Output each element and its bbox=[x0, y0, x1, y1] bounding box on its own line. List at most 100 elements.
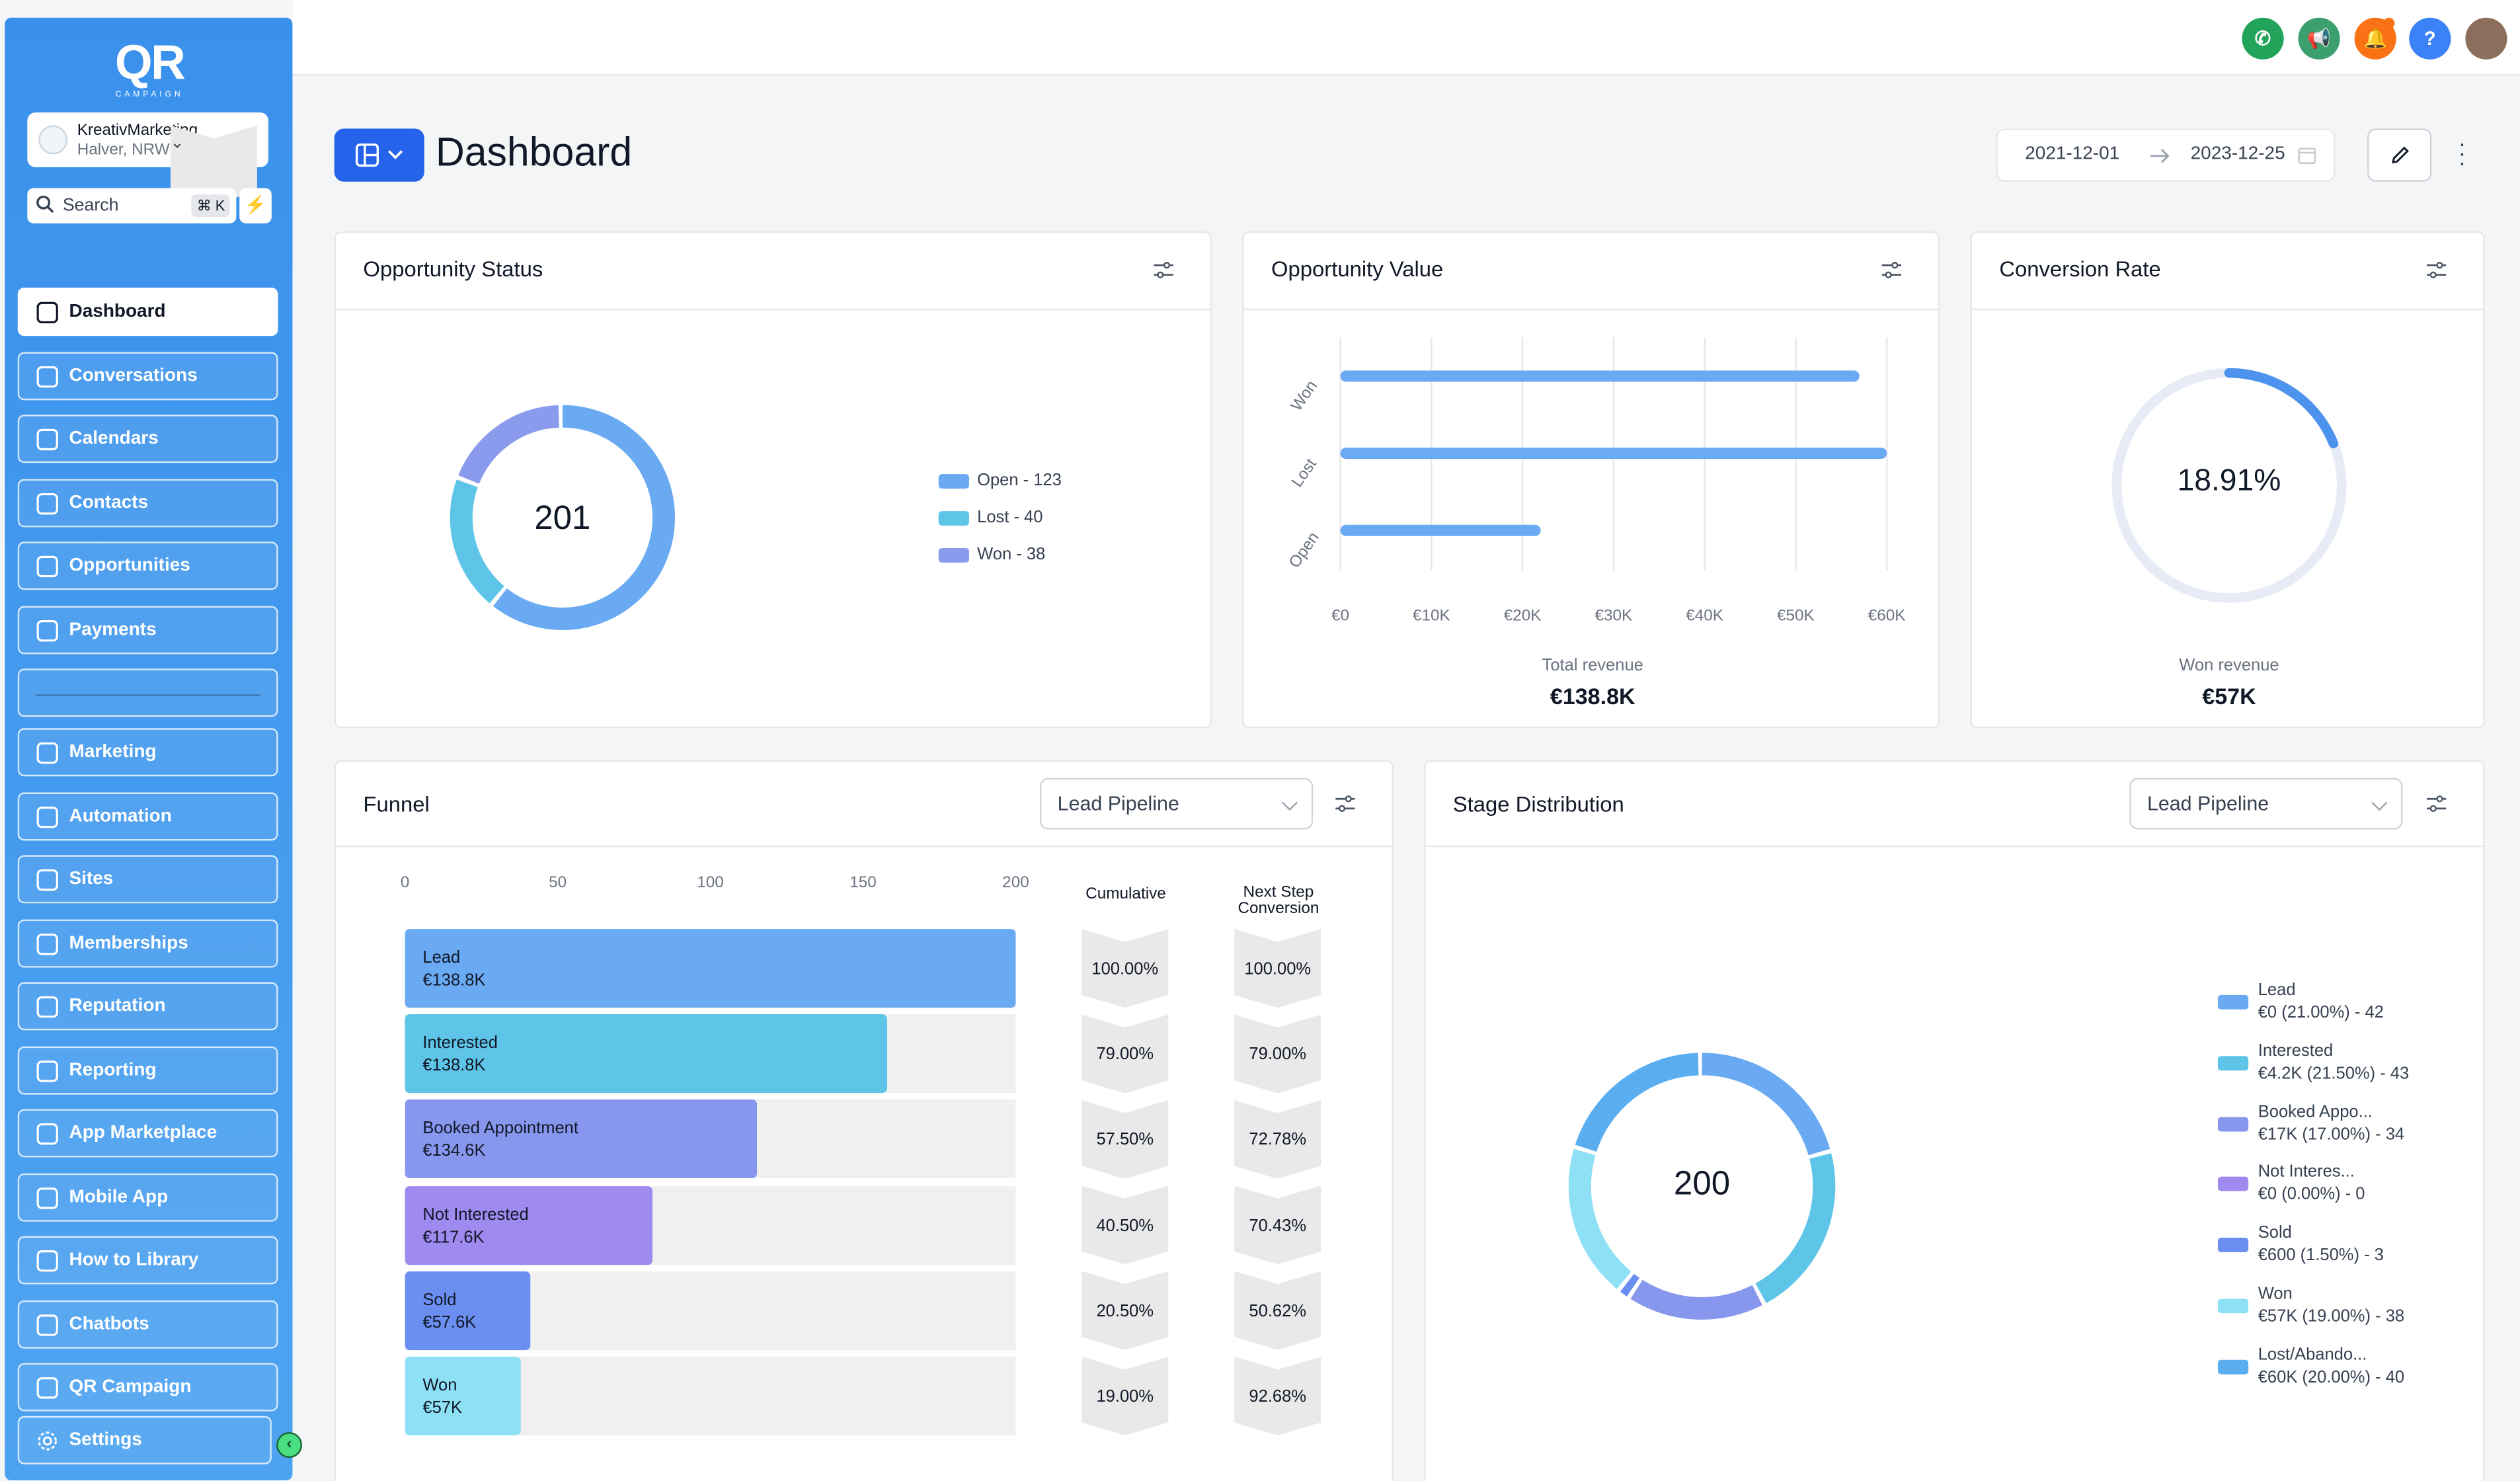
conversion-rate-card: Conversion Rate 18.91% Won revenue €57K bbox=[1970, 231, 2485, 729]
legend-label: Sold bbox=[2258, 1223, 2292, 1243]
funnel-stage-name: Sold bbox=[422, 1290, 457, 1310]
sidebar-item-chatbots[interactable]: Chatbots bbox=[17, 1300, 278, 1349]
conversion-rate-gauge bbox=[2111, 368, 2347, 603]
sidebar-item-automation[interactable]: Automation bbox=[17, 792, 278, 841]
funnel-stage-name: Lead bbox=[422, 948, 461, 968]
conversion-rate-value: 18.91% bbox=[2177, 464, 2281, 499]
date-range-picker[interactable]: 2021-12-01 2023-12-25 bbox=[1996, 128, 2336, 182]
sidebar-item-payments[interactable]: Payments bbox=[17, 606, 278, 655]
legend-swatch bbox=[938, 473, 969, 489]
filter-icon[interactable] bbox=[2425, 259, 2448, 281]
next-step-header-line2: Conversion bbox=[1238, 900, 1319, 918]
funnel-stage-value: €57K bbox=[422, 1398, 463, 1418]
help-button[interactable]: ? bbox=[2409, 17, 2451, 60]
donut-slice-interested bbox=[1568, 1053, 1836, 1320]
filter-icon[interactable] bbox=[2425, 793, 2448, 815]
bar-lost bbox=[1340, 448, 1887, 460]
filter-icon[interactable] bbox=[1152, 259, 1175, 281]
sidebar-item-qr-campaign[interactable]: QR Campaign bbox=[17, 1363, 278, 1412]
sidebar-item-sites[interactable]: Sites bbox=[17, 855, 278, 904]
x-tick-label: €60K bbox=[1868, 606, 1906, 624]
legend-item: Interested €4.2K (21.50%) - 43 bbox=[2217, 1041, 2459, 1090]
sidebar-item-label: Settings bbox=[69, 1430, 142, 1450]
qr-icon bbox=[35, 1376, 59, 1400]
sidebar-item-memberships[interactable]: Memberships bbox=[17, 919, 278, 968]
sidebar-item-label: QR Campaign bbox=[69, 1377, 192, 1397]
legend-item: Won - 38 bbox=[938, 545, 1062, 582]
sidebar-item-app-marketplace[interactable]: App Marketplace bbox=[17, 1109, 278, 1158]
legend-label: Won - 38 bbox=[977, 545, 1046, 565]
card-title: Conversion Rate bbox=[1999, 257, 2161, 282]
legend-swatch bbox=[2217, 1238, 2249, 1253]
filter-icon[interactable] bbox=[1880, 259, 1903, 281]
phone-button[interactable]: ✆ bbox=[2242, 17, 2284, 60]
card-header: Stage Distribution Lead Pipeline bbox=[1425, 762, 2484, 848]
donut-slice-lead bbox=[1568, 1053, 1836, 1320]
edit-dashboard-button[interactable] bbox=[2367, 128, 2432, 182]
card-title: Stage Distribution bbox=[1452, 792, 1624, 817]
sidebar-item-mobile-app[interactable]: Mobile App bbox=[17, 1173, 278, 1222]
legend-label: Open - 123 bbox=[977, 471, 1062, 491]
calendar-icon bbox=[2298, 147, 2316, 164]
funnel-stage-value: €117.6K bbox=[422, 1227, 485, 1247]
sidebar-item-how-to-library[interactable]: How to Library bbox=[17, 1236, 278, 1285]
search-input[interactable]: Search ⌘ K bbox=[27, 188, 237, 223]
x-tick-label: €20K bbox=[1504, 606, 1542, 624]
donut-slice-open bbox=[450, 405, 676, 630]
quick-action-button[interactable]: ⚡ bbox=[239, 188, 272, 223]
sidebar-item-marketing[interactable]: Marketing bbox=[17, 728, 278, 777]
funnel-pipeline-select[interactable]: Lead Pipeline bbox=[1039, 778, 1314, 830]
megaphone-icon: 📢 bbox=[2306, 27, 2332, 50]
gauge-fill bbox=[2111, 368, 2347, 603]
legend-detail: €17K (17.00%) - 34 bbox=[2258, 1124, 2405, 1144]
cumulative-cell: 100.00% bbox=[1082, 929, 1168, 1008]
sidebar-item-settings[interactable]: Settings bbox=[17, 1416, 272, 1464]
bolt-icon: ⚡ bbox=[244, 196, 267, 216]
next-step-cell: 100.00% bbox=[1234, 929, 1321, 1008]
legend-detail: €4.2K (21.50%) - 43 bbox=[2258, 1063, 2410, 1084]
funnel-stage-value: €138.8K bbox=[422, 1056, 486, 1076]
stage-pipeline-select[interactable]: Lead Pipeline bbox=[2129, 778, 2403, 830]
funnel-axis-tick: 200 bbox=[1002, 874, 1029, 893]
more-options-button[interactable]: · · · bbox=[2456, 132, 2468, 173]
chevron-down-icon bbox=[388, 150, 403, 159]
sidebar-item-contacts[interactable]: Contacts bbox=[17, 479, 278, 528]
next-step-value: 92.68% bbox=[1249, 1387, 1307, 1407]
opportunity-status-card: Opportunity Status 201 Open - 123 Lost - … bbox=[334, 231, 1212, 729]
account-avatar-icon bbox=[38, 125, 68, 155]
next-step-cell: 79.00% bbox=[1234, 1014, 1321, 1093]
layout-switch-button[interactable] bbox=[334, 128, 424, 182]
bell-icon: 🔔 bbox=[2363, 27, 2388, 50]
sidebar-item-opportunities[interactable]: Opportunities bbox=[17, 541, 278, 590]
sidebar-item-reputation[interactable]: Reputation bbox=[17, 982, 278, 1031]
account-switcher[interactable]: KreativMarketing Halver, NRW ⌃ ⌄ bbox=[27, 112, 268, 167]
sidebar-item-calendars[interactable]: Calendars bbox=[17, 415, 278, 463]
funnel-bar-booked-appointment bbox=[405, 1100, 756, 1179]
logo[interactable]: QR CAMPAIGN bbox=[108, 38, 191, 112]
star-icon bbox=[35, 995, 59, 1019]
cumulative-cell: 79.00% bbox=[1082, 1014, 1168, 1093]
bell-button[interactable]: 🔔 bbox=[2354, 17, 2396, 60]
filter-icon[interactable] bbox=[1334, 793, 1357, 815]
funnel-bar-interested bbox=[405, 1014, 888, 1094]
notification-dot bbox=[2383, 17, 2395, 29]
sidebar: QR CAMPAIGN KreativMarketing Halver, NRW… bbox=[5, 17, 293, 1481]
opportunity-status-donut bbox=[450, 405, 676, 630]
card-title: Funnel bbox=[363, 792, 430, 817]
megaphone-button[interactable]: 📢 bbox=[2298, 17, 2340, 60]
phone-icon: ✆ bbox=[2254, 27, 2271, 50]
sidebar-item-label: Reputation bbox=[69, 996, 166, 1016]
legend-swatch bbox=[938, 510, 969, 526]
user-avatar[interactable] bbox=[2465, 17, 2507, 60]
account-location: Halver, NRW bbox=[77, 141, 170, 159]
sidebar-item-label: How to Library bbox=[69, 1250, 199, 1270]
grid-icon bbox=[35, 301, 59, 325]
legend-swatch bbox=[2217, 1116, 2249, 1131]
collapse-sidebar-button[interactable]: ‹ bbox=[276, 1432, 303, 1459]
trend-icon bbox=[35, 1059, 59, 1083]
cumulative-value: 57.50% bbox=[1096, 1131, 1154, 1150]
sidebar-item-reporting[interactable]: Reporting bbox=[17, 1046, 278, 1095]
sidebar-item-conversations[interactable]: Conversations bbox=[17, 352, 278, 401]
sidebar-item-dashboard[interactable]: Dashboard bbox=[17, 288, 278, 337]
legend-detail: €60K (20.00%) - 40 bbox=[2258, 1367, 2405, 1387]
